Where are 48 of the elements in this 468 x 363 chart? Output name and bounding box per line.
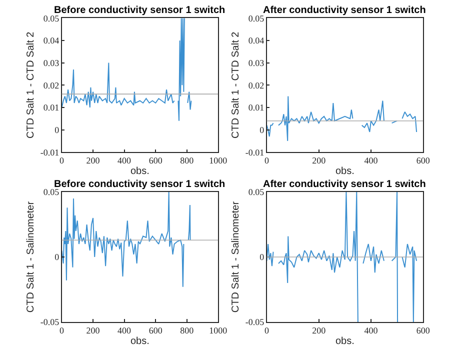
y-tick-label: -0.05 bbox=[245, 317, 265, 328]
y-tick-label: -0.01 bbox=[40, 147, 60, 158]
y-tick-label: 0.05 bbox=[248, 13, 265, 24]
y-tick-label: 0.03 bbox=[248, 58, 265, 68]
y-tick-label: 0.01 bbox=[43, 102, 60, 113]
x-tick-label: 1000 bbox=[209, 326, 228, 336]
y-tick-label: 0 bbox=[260, 252, 265, 262]
x-tick-label: 600 bbox=[148, 156, 163, 166]
y-tick-label: -0.05 bbox=[40, 317, 60, 328]
y-tick-label: 0.05 bbox=[43, 187, 60, 198]
chart-title: After conductivity sensor 1 switch bbox=[263, 5, 426, 16]
y-tick-label: 0.03 bbox=[43, 58, 60, 68]
y-tick-label: 0.04 bbox=[248, 36, 265, 46]
y-tick-label: 0.01 bbox=[248, 102, 264, 113]
y-tick-label: 0.05 bbox=[248, 187, 265, 198]
x-axis-title: obs. bbox=[130, 336, 150, 348]
chart-title: Before conductivity sensor 1 switch bbox=[54, 179, 226, 190]
y-tick-label: 0 bbox=[260, 124, 265, 135]
y-axis-title: CTD Salt 1 - CTD Salt 2 bbox=[25, 31, 36, 138]
x-axis-title: obs. bbox=[335, 166, 354, 178]
x-tick-label: 200 bbox=[86, 156, 100, 166]
x-tick-label: 800 bbox=[180, 156, 194, 166]
x-tick-label: 800 bbox=[180, 326, 194, 336]
x-tick-label: 600 bbox=[416, 156, 430, 166]
x-tick-label: 1000 bbox=[209, 156, 228, 166]
x-tick-label: 600 bbox=[416, 326, 430, 336]
x-tick-label: 200 bbox=[86, 326, 100, 336]
y-tick-label: 0 bbox=[54, 252, 60, 262]
y-tick-label: 0.05 bbox=[43, 13, 60, 24]
x-axis-title: obs. bbox=[130, 166, 150, 178]
x-tick-label: 400 bbox=[364, 156, 378, 166]
x-axis-title: obs. bbox=[335, 336, 354, 348]
y-tick-label: 0.04 bbox=[43, 36, 60, 46]
y-tick-label: 0.02 bbox=[248, 80, 264, 90]
y-axis-title: CTD Salt 1 - Salinometer bbox=[25, 200, 36, 313]
x-tick-label: 200 bbox=[312, 156, 326, 166]
y-tick-label: 0.02 bbox=[43, 80, 60, 90]
y-tick-label: -0.01 bbox=[245, 147, 264, 158]
chart-title: Before conductivity sensor 1 switch bbox=[54, 5, 226, 16]
y-axis-title: CTD Salt 1 - CTD Salt 2 bbox=[230, 31, 242, 138]
chart-title: After conductivity sensor 1 switch bbox=[263, 179, 426, 190]
x-tick-label: 400 bbox=[118, 156, 132, 166]
y-axis-title: CTD Salt 1 - Salinometer bbox=[230, 200, 242, 313]
x-tick-label: 200 bbox=[312, 326, 326, 336]
y-tick-label: 0 bbox=[54, 124, 60, 135]
x-tick-label: 400 bbox=[118, 326, 132, 336]
x-tick-label: 600 bbox=[148, 326, 163, 336]
x-tick-label: 400 bbox=[364, 326, 378, 336]
